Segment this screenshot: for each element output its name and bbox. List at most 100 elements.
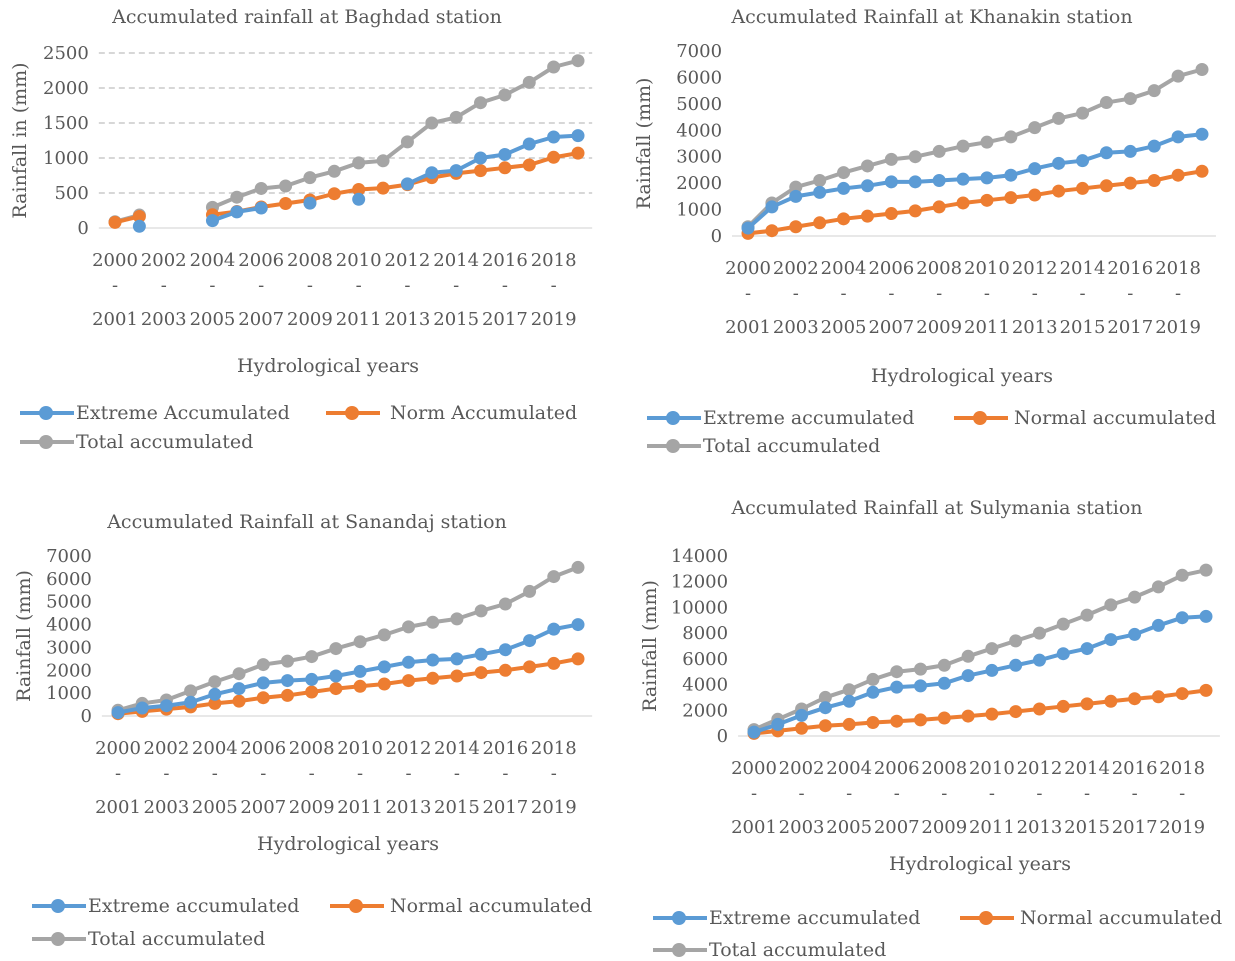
x-tick-label-dash: - (115, 763, 121, 784)
x-tick-label-dash: - (1036, 783, 1042, 804)
data-point-normal (961, 709, 975, 723)
x-tick-label: 2017 (1107, 317, 1153, 338)
legend-marker-normal (960, 908, 1014, 928)
data-point-extreme (377, 660, 391, 674)
data-point-extreme (747, 725, 761, 739)
data-point-extreme (303, 196, 317, 210)
x-tick-label-dash: - (984, 283, 990, 304)
data-point-total (1199, 563, 1213, 577)
chart-baghdad: Accumulated rainfall at Baghdad station 0… (9, 6, 593, 377)
data-point-total (1171, 69, 1185, 83)
data-point-total (956, 139, 970, 153)
legend-item-normal: Norm Accumulated (326, 402, 577, 424)
x-tick-label: 2014 (434, 738, 480, 759)
x-tick-label-dash: - (453, 275, 459, 296)
data-point-total (474, 604, 488, 618)
x-tick-label: 2005 (190, 309, 236, 330)
data-point-extreme (474, 647, 488, 661)
data-point-total (1151, 580, 1165, 594)
legend-item-extreme: Extreme accumulated (647, 407, 914, 429)
data-point-total (279, 179, 293, 193)
x-tick-label: 2009 (287, 309, 333, 330)
x-tick-label: 2018 (531, 250, 577, 271)
data-point-normal (842, 717, 856, 731)
y-tick-label: 12000 (671, 572, 728, 593)
data-point-normal (498, 161, 512, 175)
legend-marker-extreme (20, 403, 74, 423)
data-point-normal (280, 688, 294, 702)
data-point-total (1076, 106, 1090, 120)
x-tick-label: 2005 (826, 817, 872, 838)
x-tick-label: 2019 (531, 309, 577, 330)
x-tick-label: 2016 (482, 250, 528, 271)
x-tick-label-dash: - (1127, 283, 1133, 304)
x-tick-label: 2014 (1064, 758, 1110, 779)
data-point-normal (1009, 705, 1023, 719)
data-point-extreme (1199, 609, 1213, 623)
data-point-extreme (914, 679, 928, 693)
data-point-normal (937, 711, 951, 725)
legend-item-normal: Normal accumulated (960, 907, 1222, 929)
x-tick-label-dash: - (1175, 283, 1181, 304)
x-tick-label-dash: - (454, 763, 460, 784)
data-point-total (402, 620, 416, 634)
y-tick-label: 0 (77, 218, 88, 239)
data-point-extreme (1032, 653, 1046, 667)
data-point-normal (890, 714, 904, 728)
x-tick-label: 2003 (144, 797, 190, 818)
data-point-extreme (254, 201, 268, 215)
data-point-extreme (135, 701, 149, 715)
data-point-normal (232, 694, 246, 708)
data-point-normal (450, 669, 464, 683)
data-point-extreme (985, 663, 999, 677)
legend-label: Normal accumulated (1014, 407, 1217, 429)
x-tick-label: 2015 (433, 309, 479, 330)
x-tick-label-dash: - (502, 763, 508, 784)
data-point-extreme (329, 669, 343, 683)
x-tick-label: 2008 (916, 258, 962, 279)
x-tick-label-dash: - (309, 763, 315, 784)
data-point-extreme (795, 708, 809, 722)
data-point-normal (860, 209, 874, 223)
x-tick-label: 2010 (337, 738, 383, 759)
data-point-normal (279, 197, 293, 210)
data-point-normal (1032, 702, 1046, 716)
data-point-total (547, 60, 561, 74)
data-point-total (571, 560, 585, 574)
y-tick-label: 4000 (676, 120, 722, 141)
data-point-extreme (305, 672, 319, 686)
x-tick-label: 2004 (190, 250, 236, 271)
data-point-total (1147, 84, 1161, 98)
y-tick-label: 1000 (43, 148, 89, 169)
legend-marker-extreme (32, 896, 86, 916)
data-point-total (1028, 121, 1042, 135)
x-tick-label: 2002 (773, 258, 819, 279)
data-point-extreme (1104, 633, 1118, 647)
x-tick-label: 2016 (1112, 758, 1158, 779)
x-tick-label: 2012 (1017, 758, 1063, 779)
x-tick-label: 2008 (289, 738, 335, 759)
data-point-total (914, 662, 928, 676)
data-point-extreme (932, 174, 946, 187)
data-point-extreme (426, 653, 440, 667)
x-tick-label-dash: - (894, 783, 900, 804)
legend-label: Normal accumulated (390, 895, 593, 917)
data-point-total (813, 174, 827, 187)
data-point-total (842, 683, 856, 697)
x-tick-label-dash: - (1032, 283, 1038, 304)
data-point-extreme (1128, 627, 1142, 641)
data-point-normal (1147, 174, 1161, 187)
data-point-normal (108, 215, 122, 229)
y-tick-label: 8000 (682, 623, 728, 644)
data-point-total (498, 88, 512, 102)
data-point-total (818, 690, 832, 704)
y-tick-label: 5000 (46, 592, 92, 613)
x-tick-label: 2010 (969, 758, 1015, 779)
legend-label: Norm Accumulated (390, 402, 578, 424)
data-point-total (303, 171, 317, 185)
data-point-extreme (425, 166, 439, 180)
y-tick-label: 6000 (682, 649, 728, 670)
x-tick-label: 2017 (482, 797, 528, 818)
data-point-total (327, 164, 341, 178)
x-tick-label-dash: - (1079, 283, 1085, 304)
